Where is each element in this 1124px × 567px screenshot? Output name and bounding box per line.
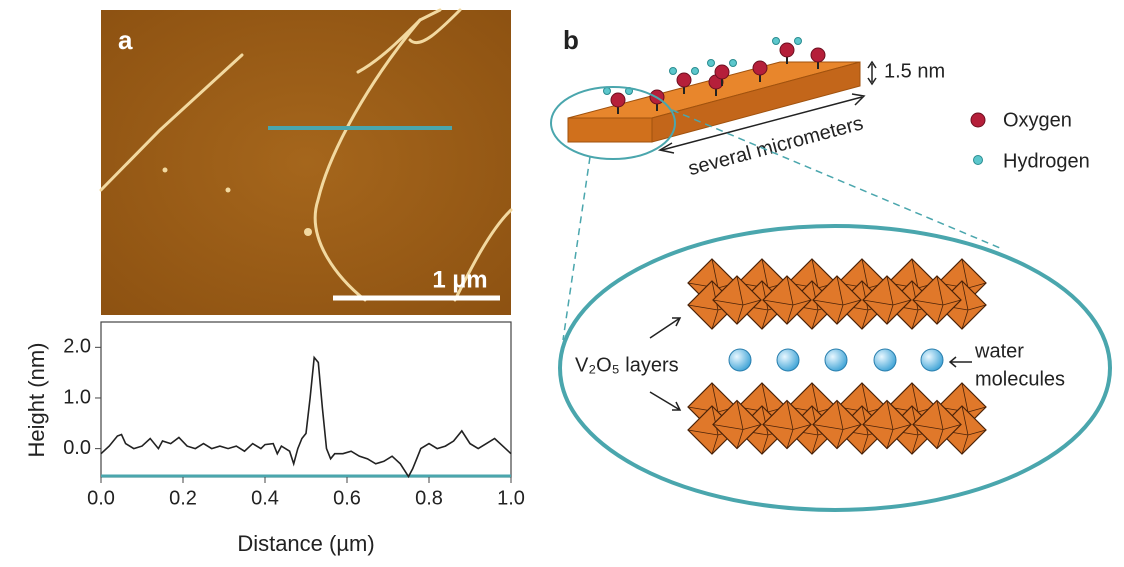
oxygen (780, 43, 794, 57)
y-tick-label: 0.0 (63, 437, 91, 459)
hydrogen (708, 60, 715, 67)
water-molecule (777, 349, 799, 371)
y-axis-label: Height (nm) (24, 343, 49, 458)
water-molecule (874, 349, 896, 371)
water-label: molecules (975, 368, 1065, 390)
y-tick-label: 1.0 (63, 386, 91, 408)
oxygen (677, 73, 691, 87)
hydrogen (604, 88, 611, 95)
figure: a 1 µm Distance (µm) Height (nm) 0.0 0.2 0… (0, 0, 1124, 562)
hydrogen (795, 38, 802, 45)
water-label: water (974, 340, 1024, 362)
x-tick-label: 0.6 (333, 487, 361, 509)
oxygen (611, 93, 625, 107)
x-tick-label: 1.0 (497, 487, 525, 509)
panel-label: b (563, 25, 579, 55)
x-tick-label: 0.4 (251, 487, 279, 509)
layers-label: V₂O₅ layers (575, 354, 679, 376)
x-axis-label: Distance (µm) (237, 531, 374, 556)
legend-hydrogen: Hydrogen (1003, 150, 1090, 172)
oxygen (715, 65, 729, 79)
profile-line (101, 358, 511, 477)
x-tick-label: 0.0 (87, 487, 115, 509)
water-molecule (825, 349, 847, 371)
hydrogen (670, 68, 677, 75)
hydrogen (730, 60, 737, 67)
x-tick-label: 0.8 (415, 487, 443, 509)
hydrogen (692, 68, 699, 75)
water-molecule (729, 349, 751, 371)
scale-bar-label: 1 µm (432, 266, 487, 293)
afm-image: a 1 µm (101, 10, 511, 315)
x-tick-label: 0.2 (169, 487, 197, 509)
panel-label: a (118, 25, 133, 55)
panel-b: b 1.5 nm several micrometers Oxygen Hydr… (551, 25, 1110, 510)
oxygen (753, 61, 767, 75)
thickness-label: 1.5 nm (884, 60, 945, 82)
water-molecule (921, 349, 943, 371)
height-profile: Distance (µm) Height (nm) 0.0 0.2 0.4 0.6 0.… (24, 322, 525, 556)
hydrogen (773, 38, 780, 45)
oxygen (811, 48, 825, 62)
legend-oxygen: Oxygen (1003, 109, 1072, 131)
y-tick-label: 2.0 (63, 336, 91, 358)
